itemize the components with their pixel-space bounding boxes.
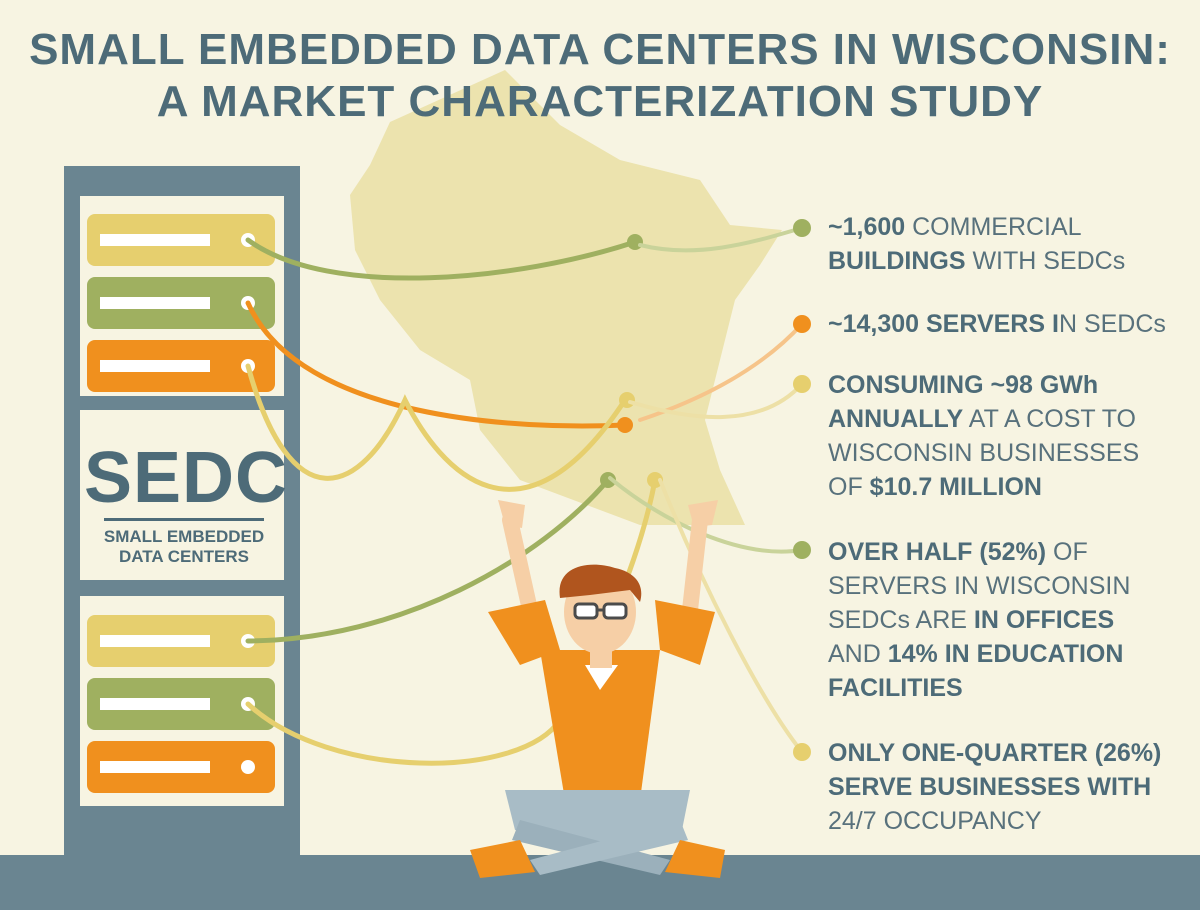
- fact-text: AT A COST TO: [963, 405, 1136, 433]
- cables: [245, 234, 663, 766]
- fact-dot-3: [793, 375, 811, 393]
- fact-dot-2: [793, 315, 811, 333]
- server-unit: [87, 741, 275, 793]
- fact-line: CONSUMING ~98 GWh: [828, 368, 1188, 402]
- fact-text: OF: [1046, 538, 1088, 566]
- fact-buildings: ~1,600 COMMERCIAL BUILDINGS WITH SEDCs: [828, 210, 1188, 278]
- fact-text: AND: [828, 640, 888, 668]
- fact-line: 24/7 OCCUPANCY: [828, 804, 1188, 838]
- fact-emphasis: $10.7 MILLION: [869, 473, 1042, 501]
- server-unit: [87, 214, 275, 266]
- fact-emphasis: BUILDINGS: [828, 247, 966, 275]
- fact-line: ANNUALLY AT A COST TO: [828, 402, 1188, 436]
- fact-text: WITH SEDCs: [965, 247, 1126, 275]
- title-line-2: A MARKET CHARACTERIZATION STUDY: [156, 77, 1044, 126]
- server-unit: [87, 615, 275, 667]
- fact-line: FACILITIES: [828, 671, 1188, 705]
- fact-emphasis: ~14,300 SERVERS I: [828, 310, 1059, 338]
- fact-text: COMMERCIAL: [905, 213, 1082, 241]
- fact-text: SEDCs ARE: [828, 606, 974, 634]
- fact-energy: CONSUMING ~98 GWh ANNUALLY AT A COST TO WI…: [828, 368, 1188, 504]
- fact-emphasis: ONLY ONE-QUARTER (26%): [828, 739, 1162, 767]
- fact-text: SERVERS IN WISCONSIN: [828, 572, 1131, 600]
- fact-emphasis: SERVE BUSINESSES WITH: [828, 773, 1152, 801]
- fact-line: WISCONSIN BUSINESSES: [828, 436, 1188, 470]
- fact-emphasis: ANNUALLY: [828, 405, 964, 433]
- fact-dot-5: [793, 743, 811, 761]
- fact-emphasis: FACILITIES: [828, 674, 963, 702]
- sedc-rule: [104, 518, 264, 521]
- fact-line: ~14,300 SERVERS IN SEDCs: [828, 307, 1188, 341]
- server-unit: [87, 340, 275, 392]
- server-unit: [87, 678, 275, 730]
- fact-line: OF $10.7 MILLION: [828, 470, 1188, 504]
- fact-occupancy: ONLY ONE-QUARTER (26%) SERVE BUSINESSES W…: [828, 736, 1188, 838]
- fact-dot-1: [793, 219, 811, 237]
- fact-line: SEDCs ARE IN OFFICES: [828, 603, 1188, 637]
- fact-text: WISCONSIN BUSINESSES: [828, 439, 1140, 467]
- fact-emphasis: ~1,600: [828, 213, 906, 241]
- sedc-acronym: SEDC: [84, 438, 289, 518]
- wisconsin-map-icon: [350, 70, 782, 525]
- sedc-line-2: DATA CENTERS: [118, 547, 249, 566]
- fact-line: BUILDINGS WITH SEDCs: [828, 244, 1188, 278]
- sedc-label: SEDC SMALL EMBEDDED DATA CENTERS: [84, 438, 289, 567]
- fact-text: N SEDCs: [1058, 310, 1166, 338]
- fact-line: SERVE BUSINESSES WITH: [828, 770, 1188, 804]
- fact-line: ~1,600 COMMERCIAL: [828, 210, 1188, 244]
- fact-servers: ~14,300 SERVERS IN SEDCs: [828, 307, 1188, 341]
- fact-line: OVER HALF (52%) OF: [828, 535, 1188, 569]
- fact-emphasis: CONSUMING ~98 GWh: [828, 371, 1099, 399]
- person-icon: [470, 500, 725, 878]
- fact-text: OF: [828, 473, 870, 501]
- fact-emphasis: 14% IN EDUCATION: [887, 640, 1124, 668]
- fact-emphasis: OVER HALF (52%): [828, 538, 1047, 566]
- title-line-1: SMALL EMBEDDED DATA CENTERS IN WISCONSIN…: [29, 25, 1171, 74]
- fact-line: AND 14% IN EDUCATION: [828, 637, 1188, 671]
- fact-emphasis: IN OFFICES: [973, 606, 1115, 634]
- fact-dot-4: [793, 541, 811, 559]
- fact-line: ONLY ONE-QUARTER (26%): [828, 736, 1188, 770]
- page-title: SMALL EMBEDDED DATA CENTERS IN WISCONSIN…: [0, 24, 1200, 128]
- fact-offices: OVER HALF (52%) OF SERVERS IN WISCONSIN SE…: [828, 535, 1188, 705]
- server-rack-icon: [64, 166, 300, 866]
- fact-text: 24/7 OCCUPANCY: [828, 807, 1042, 835]
- fact-line: SERVERS IN WISCONSIN: [828, 569, 1188, 603]
- sedc-line-1: SMALL EMBEDDED: [103, 527, 265, 546]
